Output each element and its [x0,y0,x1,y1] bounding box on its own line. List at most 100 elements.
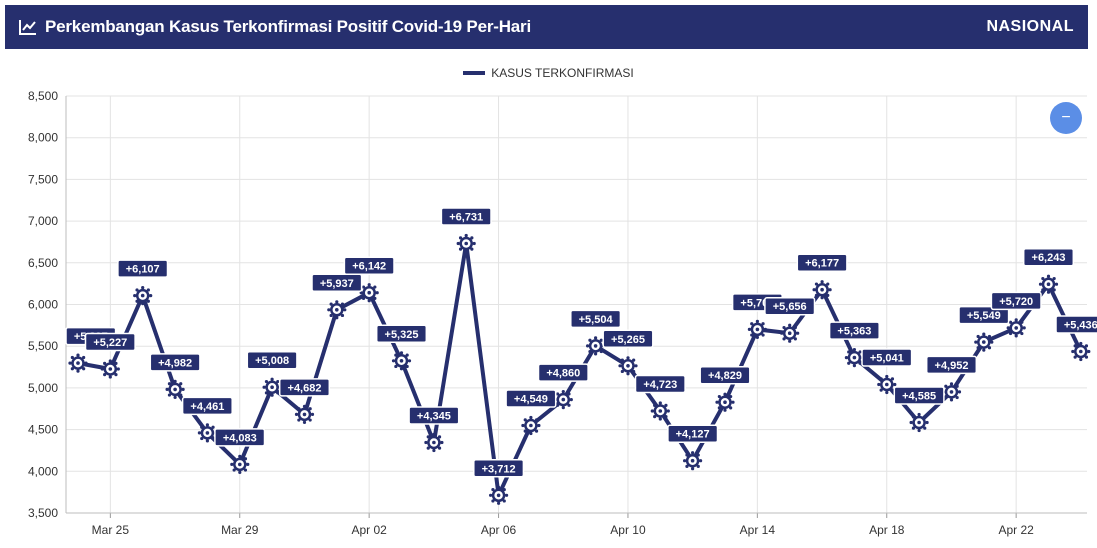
virus-marker-icon[interactable] [294,404,315,424]
virus-marker-icon[interactable] [877,374,897,395]
data-label-text: +5,008 [255,355,289,367]
x-tick-label: Apr 06 [481,523,517,537]
data-label-text: +3,712 [482,463,516,475]
chart-legend[interactable]: KASUS TERKONFIRMASI [0,66,1097,80]
virus-marker-icon[interactable] [230,454,250,474]
legend-swatch [463,71,486,75]
data-label: +4,829 [699,365,751,385]
virus-marker-icon[interactable] [844,348,864,368]
virus-marker-icon[interactable] [489,485,509,505]
data-label-text: +4,461 [190,401,224,413]
data-label: +5,227 [84,332,136,352]
virus-marker-icon[interactable] [165,379,185,399]
header-title-group: Perkembangan Kasus Terkonfirmasi Positif… [19,5,531,49]
virus-marker-icon[interactable] [391,351,412,371]
y-tick-label: 6,000 [28,298,58,312]
data-label: +6,177 [796,253,848,272]
virus-marker-icon[interactable] [1038,274,1059,294]
chart-header: Perkembangan Kasus Terkonfirmasi Positif… [5,5,1088,49]
data-label: +5,265 [602,329,654,349]
y-tick-label: 4,500 [28,423,58,437]
data-label-text: +5,720 [999,296,1033,308]
virus-marker-icon[interactable] [683,451,703,471]
data-label: +5,937 [311,273,363,293]
virus-marker-icon[interactable] [553,390,573,410]
data-label-text: +4,127 [676,429,710,441]
line-chart-icon [19,20,36,35]
data-label: +4,127 [667,424,719,443]
virus-marker-icon[interactable] [909,412,929,433]
virus-marker-icon[interactable] [100,359,120,379]
virus-marker-icon[interactable] [521,415,541,436]
data-label: +5,008 [246,350,298,370]
x-tick-label: Mar 29 [221,523,259,537]
virus-marker-icon[interactable] [715,392,735,412]
data-label-text: +5,227 [93,337,127,349]
data-label: +4,723 [634,374,686,394]
data-label-text: +5,325 [385,329,419,341]
data-label-text: +6,243 [1032,252,1066,264]
data-label-text: +5,504 [579,314,614,326]
data-label: +4,083 [214,428,266,447]
data-label: +5,720 [990,291,1042,311]
virus-marker-icon[interactable] [618,356,638,376]
data-label: +6,142 [343,256,395,275]
virus-marker-icon[interactable] [974,332,994,352]
y-tick-label: 7,000 [28,214,58,228]
data-label: +5,041 [861,348,913,367]
x-tick-label: Apr 02 [351,523,387,537]
data-label-text: +4,860 [546,368,580,380]
data-points [68,233,1091,505]
data-label-text: +5,436 [1064,320,1097,332]
data-label-text: +5,937 [320,278,354,290]
zoom-out-button[interactable]: − [1050,102,1082,134]
data-label-text: +6,142 [352,261,386,273]
scope-label[interactable]: NASIONAL [986,18,1074,35]
virus-marker-icon[interactable] [941,382,962,402]
virus-marker-icon[interactable] [586,336,606,356]
virus-marker-icon[interactable] [197,423,217,443]
virus-marker-icon[interactable] [456,233,476,254]
data-label-text: +6,107 [126,264,160,276]
virus-marker-icon[interactable] [812,280,832,300]
data-label-text: +4,723 [643,379,677,391]
y-tick-label: 4,000 [28,464,58,478]
data-label-text: +5,656 [773,301,807,313]
data-label: +5,656 [764,296,816,316]
virus-marker-icon[interactable] [747,319,767,339]
data-label-text: +4,083 [223,432,257,444]
y-tick-label: 5,500 [28,339,58,353]
data-label: +6,731 [440,207,492,226]
virus-marker-icon[interactable] [262,377,282,397]
virus-marker-icon[interactable] [424,432,444,453]
data-label: +4,682 [278,378,331,397]
virus-marker-icon[interactable] [133,286,153,306]
virus-marker-icon[interactable] [1006,318,1026,338]
data-label: +4,982 [149,353,201,372]
page-title: Perkembangan Kasus Terkonfirmasi Positif… [45,17,531,36]
data-label: +6,243 [1022,247,1075,267]
y-tick-label: 6,500 [28,256,58,270]
data-label: +4,461 [181,396,233,416]
virus-marker-icon[interactable] [1071,341,1091,362]
virus-marker-icon[interactable] [327,300,347,320]
data-label: +5,363 [828,321,880,340]
virus-marker-icon[interactable] [359,283,379,303]
axis-labels: 3,500 4,000 4,500 5,000 5,500 6,000 6,500 7,000… [28,89,1034,537]
data-label-text: +4,549 [514,394,548,406]
virus-marker-icon[interactable] [780,323,800,343]
data-label: +4,952 [925,355,978,375]
data-label: +5,504 [570,309,622,329]
virus-marker-icon[interactable] [68,353,88,373]
data-label-text: +4,585 [902,391,936,403]
data-label-text: +5,041 [870,353,904,365]
x-tick-label: Apr 22 [998,523,1034,537]
data-label-text: +5,265 [611,334,645,346]
virus-marker-icon[interactable] [650,401,670,421]
data-label: +5,549 [958,305,1010,325]
y-tick-label: 5,000 [28,381,58,395]
data-label: +5,436 [1055,315,1097,334]
data-label: +4,860 [537,363,589,382]
data-label-text: +4,345 [417,411,451,423]
